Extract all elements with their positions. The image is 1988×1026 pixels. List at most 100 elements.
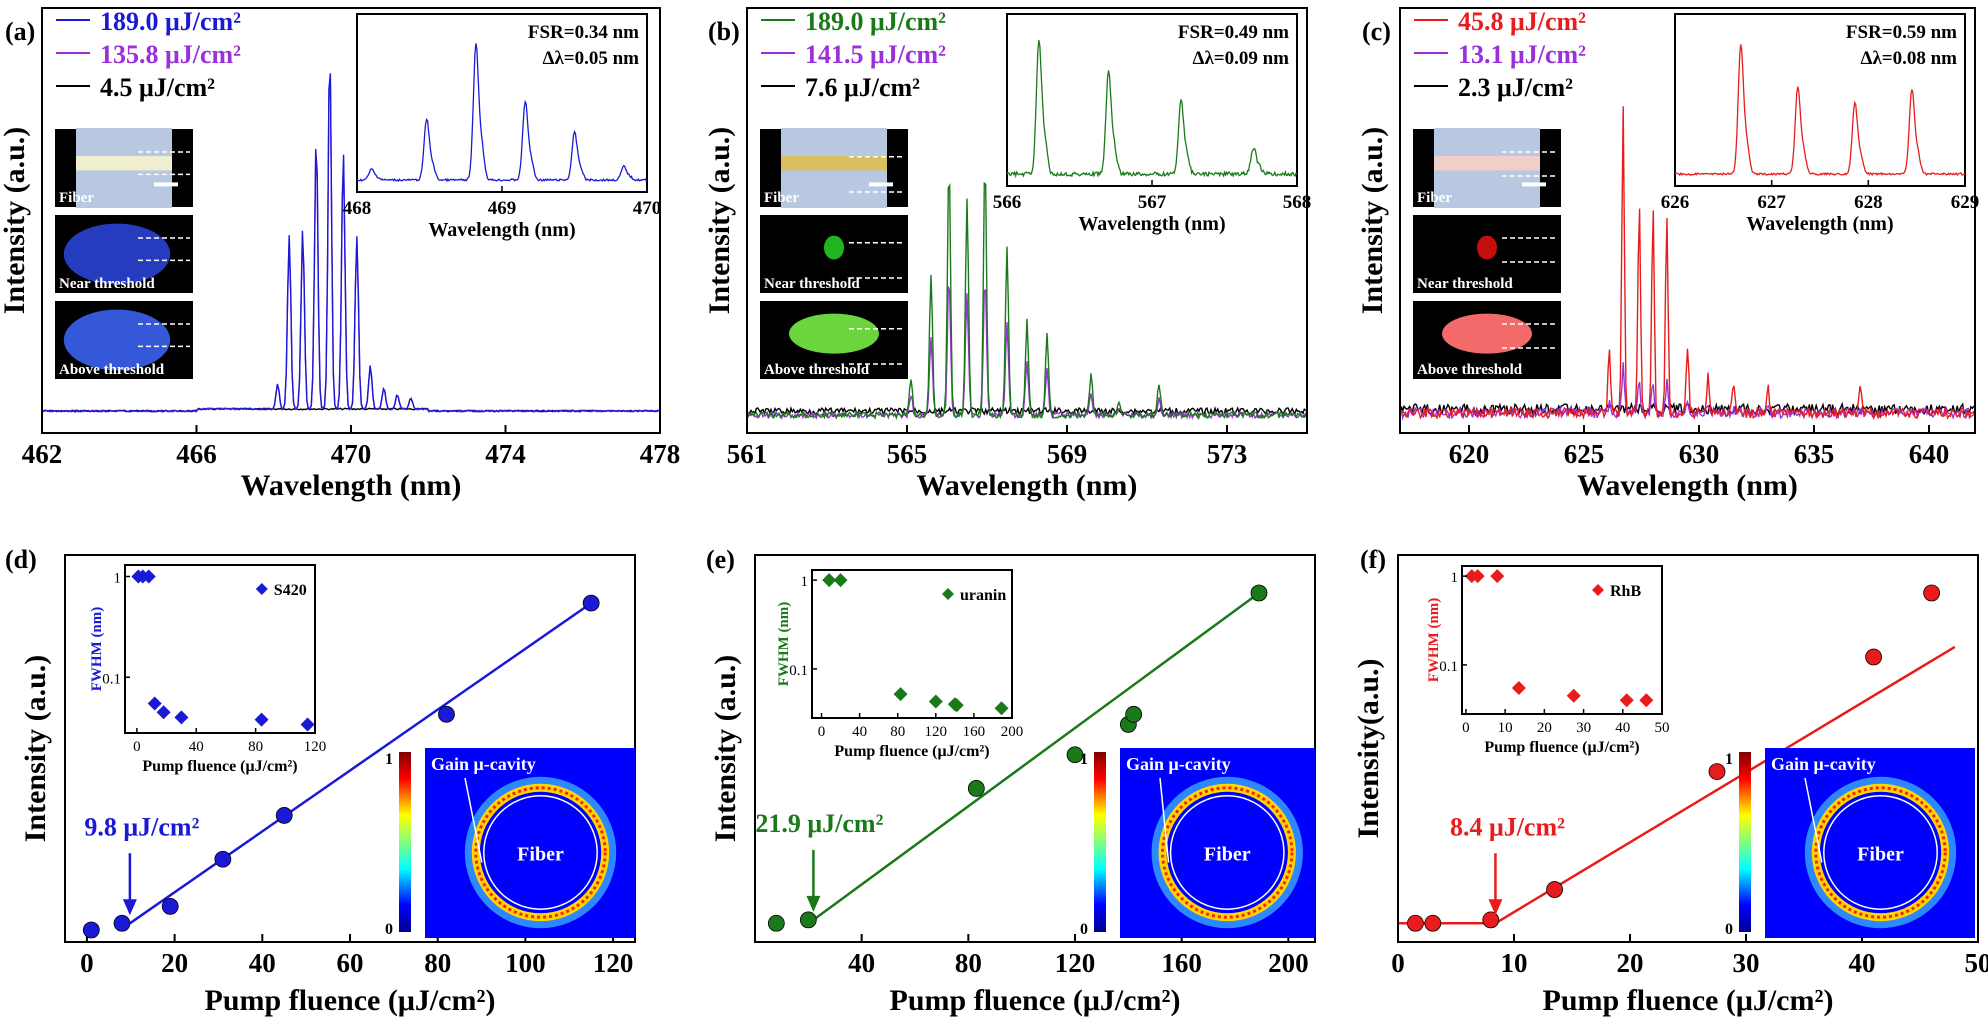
x-axis-label: Pump fluence (μJ/cm²) xyxy=(205,984,496,1017)
x-tick-label: 573 xyxy=(1207,439,1248,469)
threshold-arrowhead xyxy=(1488,899,1503,916)
legend-label: 13.1 μJ/cm² xyxy=(1458,40,1586,69)
colorbar xyxy=(399,752,411,932)
inset-tick-label: 469 xyxy=(488,198,517,219)
inset-tick-label: 0 xyxy=(1462,720,1470,736)
micrograph-2: Near threshold xyxy=(53,213,195,295)
scale-bar xyxy=(869,182,893,187)
inset-point xyxy=(1639,693,1654,708)
inset-point xyxy=(893,687,908,702)
mode-ring-outer xyxy=(1151,776,1303,929)
inset-point xyxy=(833,573,848,588)
data-point xyxy=(1066,746,1084,764)
y-axis-label: Intensity (a.u.) xyxy=(0,127,31,315)
data-point xyxy=(1865,648,1882,666)
threshold-panel-2: (e) 40 80 120 160 200 Pump fluence (μJ/cm²) Int… xyxy=(706,545,1316,1017)
inset-tick-label: 200 xyxy=(1001,724,1024,740)
micrograph-1: Fiber xyxy=(1411,127,1563,209)
spectrum-panel-3: (c) 620 625 630 635 640 Wavelength (nm) Intensi… xyxy=(1356,7,1979,502)
x-axis-label: Wavelength (nm) xyxy=(917,469,1138,502)
fiber-boundary xyxy=(1169,795,1285,910)
data-point xyxy=(1125,705,1143,723)
inset-legend-label: uranin xyxy=(960,587,1006,604)
data-point xyxy=(113,914,131,932)
series-line xyxy=(1399,106,1976,421)
y-axis-label: Intensity (a.u.) xyxy=(703,127,736,315)
emission-glow xyxy=(789,313,879,354)
mode-ring-core xyxy=(474,786,607,919)
micrograph-label: Above threshold xyxy=(59,362,165,378)
data-point xyxy=(967,780,985,797)
legend-label: 141.5 μJ/cm² xyxy=(805,40,946,69)
inset-point xyxy=(822,573,837,588)
inset-tick-label: 566 xyxy=(993,192,1022,213)
x-tick-label: 30 xyxy=(1733,948,1760,978)
inset-frame xyxy=(1461,565,1663,715)
panel-label: (c) xyxy=(1362,17,1391,46)
inset-tick-label: 120 xyxy=(304,739,327,755)
map-title: Gain μ-cavity xyxy=(1771,754,1876,774)
series-line xyxy=(41,73,661,413)
y-axis-label: Intensity (a.u.) xyxy=(19,655,52,843)
micrograph-1: Fiber xyxy=(53,127,195,209)
x-tick-label: 40 xyxy=(1849,948,1876,978)
colorbar-max: 1 xyxy=(1725,751,1733,768)
inset-tick-label: 40 xyxy=(852,724,867,740)
map-center-label: Fiber xyxy=(1857,844,1904,866)
inset-point xyxy=(174,710,189,725)
micrograph-2: Near threshold xyxy=(1411,213,1563,295)
data-point xyxy=(1482,911,1500,929)
plot-frame xyxy=(41,7,661,434)
inset-point xyxy=(1490,569,1505,584)
data-point xyxy=(214,850,232,868)
inset-tick-label: 160 xyxy=(963,724,986,740)
legend-label: 7.6 μJ/cm² xyxy=(805,73,920,102)
inset-tick-label: 628 xyxy=(1854,192,1883,213)
colorbar xyxy=(1739,752,1751,932)
micrograph-label: Above threshold xyxy=(764,362,870,378)
x-tick-label: 565 xyxy=(887,439,928,469)
x-tick-label: 640 xyxy=(1909,439,1950,469)
panel-label: (e) xyxy=(706,545,735,574)
inset-tick-label: 626 xyxy=(1661,192,1690,213)
inset-y-label: FWHM (nm) xyxy=(89,607,105,692)
colorbar-max: 1 xyxy=(385,751,393,768)
x-tick-label: 0 xyxy=(1391,948,1405,978)
data-point xyxy=(799,911,817,929)
inset-legend-label: S420 xyxy=(274,582,307,599)
inset-tick-label: 40 xyxy=(189,739,204,755)
threshold-label: 21.9 μJ/cm² xyxy=(755,809,883,838)
panel-label: (a) xyxy=(5,17,35,46)
inset-ytick-label: 1 xyxy=(801,574,809,590)
x-tick-label: 478 xyxy=(640,439,681,469)
inset-point xyxy=(141,569,156,584)
mode-map: Fiber Gain μ-cavity 1 0 xyxy=(385,748,635,938)
inset-tick-label: 30 xyxy=(1576,720,1591,736)
emission-glow xyxy=(1442,313,1532,354)
x-tick-label: 120 xyxy=(593,948,634,978)
legend-label: 4.5 μJ/cm² xyxy=(100,73,215,102)
y-axis-label: Intensity (a.u.) xyxy=(709,655,742,843)
inset-series-line xyxy=(356,43,648,183)
inset-series-line xyxy=(1006,40,1298,179)
mode-map: Fiber Gain μ-cavity 1 0 xyxy=(1725,748,1975,938)
x-axis-label: Pump fluence (μJ/cm²) xyxy=(1543,984,1834,1017)
emission-glow xyxy=(824,235,844,260)
spectrum-panel-2: (b) 561 565 569 573 Wavelength (nm) Intensity … xyxy=(703,7,1311,502)
spectrum-panel-1: (a) 462 466 470 474 478 Wavelength (nm) Intensi… xyxy=(0,7,680,502)
x-tick-label: 466 xyxy=(176,439,217,469)
x-tick-label: 20 xyxy=(161,948,188,978)
plot-frame xyxy=(1397,554,1979,943)
inset-tick-label: 0 xyxy=(818,724,826,740)
micrograph-1: Fiber xyxy=(758,127,910,209)
fiber-core xyxy=(76,156,172,171)
inset-tick-label: 627 xyxy=(1757,192,1786,213)
inset-point xyxy=(1566,688,1581,703)
inset-ytick-label: 0.1 xyxy=(102,671,121,687)
colorbar xyxy=(1094,752,1106,932)
threshold-arrowhead xyxy=(806,895,821,912)
inset-ytick-label: 0.1 xyxy=(1439,659,1458,675)
map-title: Gain μ-cavity xyxy=(431,754,536,774)
inset-x-label: Pump fluence (μJ/cm²) xyxy=(1484,739,1639,756)
